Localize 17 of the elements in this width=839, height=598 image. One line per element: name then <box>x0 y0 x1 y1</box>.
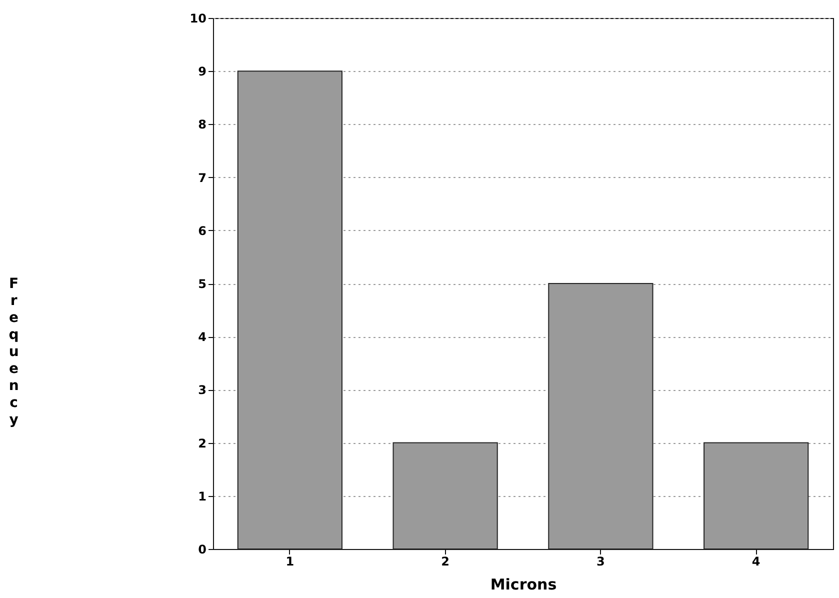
x-tick-label: 1 <box>286 554 294 568</box>
y-tick-label: 10 <box>190 12 206 26</box>
text: Frequency <box>8 276 19 428</box>
y-tick-label: 1 <box>198 489 206 504</box>
y-tick-label: 3 <box>198 383 206 398</box>
y-tick-label: 8 <box>198 118 206 132</box>
y-tick-label: 5 <box>198 277 206 291</box>
y-tick-label: 0 <box>198 542 206 556</box>
x-axis-title: Microns <box>490 576 557 594</box>
y-tick-label: 6 <box>198 224 206 238</box>
x-tick-label: 3 <box>596 554 605 568</box>
y-tick-label: 2 <box>198 436 206 450</box>
y-tick-label: 7 <box>198 170 206 185</box>
x-tick-label: 4 <box>752 554 760 568</box>
x-tick-label: 2 <box>441 554 450 568</box>
y-tick-label: 4 <box>198 330 206 344</box>
y-tick-label: 9 <box>198 64 206 79</box>
